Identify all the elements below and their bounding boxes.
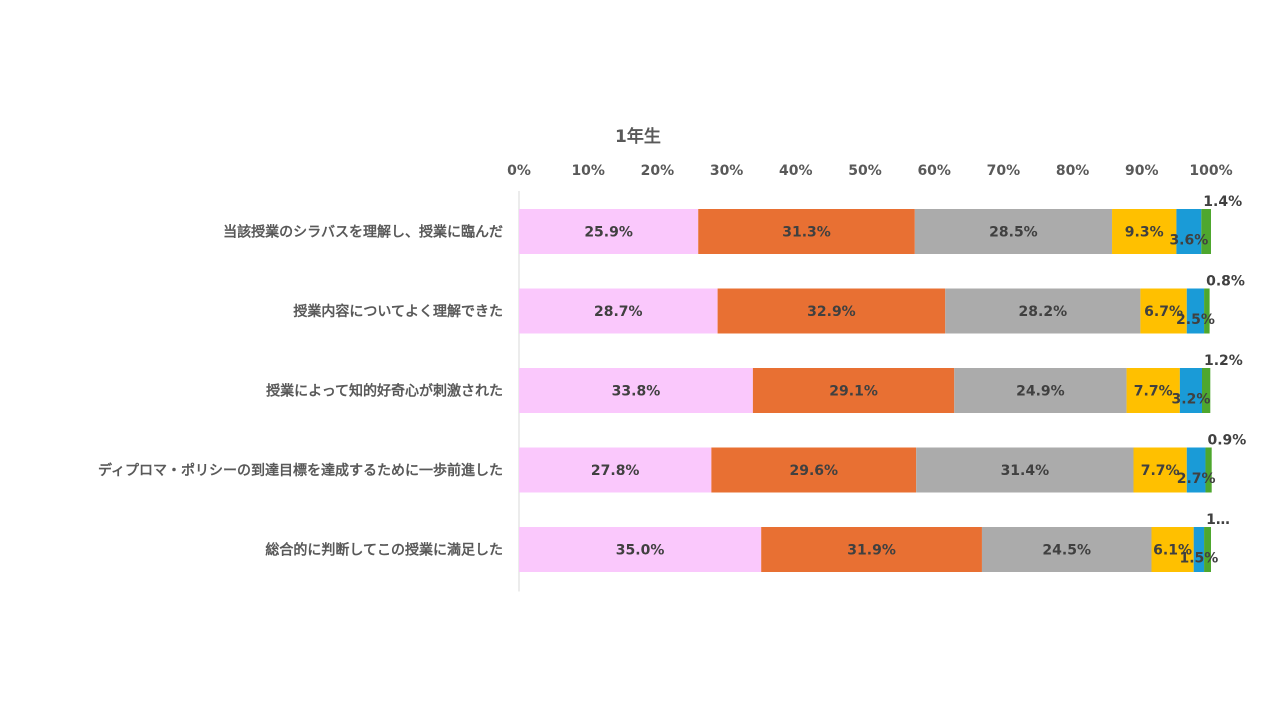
data-label: 0.9% — [1207, 433, 1246, 449]
data-label: 28.7% — [594, 304, 643, 320]
data-label: 31.9% — [847, 543, 896, 559]
bar-segment — [1151, 527, 1194, 572]
bar-segment — [1204, 527, 1211, 572]
data-label: 1… — [1206, 512, 1230, 528]
bar-segment — [519, 368, 753, 413]
data-label: 2.7% — [1177, 471, 1216, 487]
bar-segment — [1201, 209, 1211, 254]
bar-segment — [1126, 368, 1180, 413]
bar-segment — [711, 447, 917, 493]
x-tick-label: 0% — [507, 163, 531, 179]
data-label: 32.9% — [807, 304, 856, 320]
data-label: 3.2% — [1172, 392, 1211, 408]
bar-segment — [1140, 288, 1187, 334]
data-label: 24.5% — [1042, 543, 1091, 559]
data-label: 27.8% — [591, 463, 640, 479]
x-tick-label: 30% — [710, 163, 744, 179]
data-label: 1.5% — [1179, 551, 1218, 567]
category-label: ディプロマ・ポリシーの到達目標を達成するために一歩前進した — [98, 462, 503, 479]
bar-segment — [1204, 288, 1210, 334]
bar-segment — [945, 288, 1141, 334]
x-tick-label: 100% — [1189, 163, 1232, 179]
x-tick-label: 10% — [571, 163, 605, 179]
data-label: 31.3% — [782, 225, 831, 241]
bar-segment — [752, 368, 955, 413]
data-label: 31.4% — [1001, 463, 1050, 479]
bar-segment — [761, 527, 982, 572]
category-label: 授業内容についてよく理解できた — [293, 303, 503, 320]
data-label: 35.0% — [616, 543, 665, 559]
data-label: 29.6% — [790, 463, 839, 479]
x-tick-label: 80% — [1056, 163, 1090, 179]
data-label: 7.7% — [1134, 384, 1173, 400]
bar-segment — [1112, 209, 1177, 254]
bar-segment — [519, 209, 699, 254]
data-label: 2.5% — [1176, 312, 1215, 328]
bar-segment — [1133, 447, 1187, 493]
bar-segment — [954, 368, 1127, 413]
bar-segment — [519, 447, 712, 493]
bar-segments — [519, 209, 1212, 572]
bar-segment — [916, 447, 1134, 493]
bar-segment — [519, 288, 718, 334]
category-label: 総合的に判断してこの授業に満足した — [265, 542, 503, 559]
data-label: 1.2% — [1204, 353, 1243, 369]
bar-segment — [1176, 209, 1202, 254]
data-label: 6.7% — [1144, 304, 1183, 320]
x-axis-ticks: 0% 10% 20% 30% 40% 50% 60% 70% 80% 90% 100% — [507, 163, 1233, 179]
data-label: 25.9% — [584, 225, 633, 241]
data-label: 33.8% — [612, 384, 661, 400]
bar-segment — [698, 209, 915, 254]
bar-segment — [1186, 447, 1206, 493]
bar-segment — [1186, 288, 1205, 334]
category-labels: 当該授業のシラバスを理解し、授業に臨んだ授業内容についてよく理解できた授業によっ… — [98, 224, 503, 559]
bar-segment — [1193, 527, 1205, 572]
data-label: 0.8% — [1206, 274, 1245, 290]
data-label: 29.1% — [829, 384, 878, 400]
bar-segment — [1179, 368, 1203, 413]
data-label: 1.4% — [1203, 194, 1242, 210]
chart-title: 1年生 — [615, 126, 661, 147]
x-tick-label: 90% — [1125, 163, 1159, 179]
x-tick-label: 20% — [641, 163, 675, 179]
data-label: 6.1% — [1153, 543, 1192, 559]
data-label: 28.2% — [1019, 304, 1068, 320]
data-label: 24.9% — [1016, 384, 1065, 400]
x-tick-label: 60% — [917, 163, 951, 179]
x-tick-label: 50% — [848, 163, 882, 179]
bar-segment — [1205, 447, 1212, 493]
x-tick-label: 40% — [779, 163, 813, 179]
x-tick-label: 70% — [987, 163, 1021, 179]
data-label: 28.5% — [989, 225, 1038, 241]
category-label: 授業によって知的好奇心が刺激された — [266, 383, 503, 400]
data-label: 3.6% — [1169, 233, 1208, 249]
data-labels: 25.9% 31.3% 28.5% 9.3% 3.6% 1.4% 28.7% 32.9% 28.… — [584, 194, 1246, 567]
bar-segment — [1202, 368, 1211, 413]
data-label: 9.3% — [1125, 225, 1164, 241]
data-label: 7.7% — [1141, 463, 1180, 479]
bar-segment — [717, 288, 946, 334]
category-label: 当該授業のシラバスを理解し、授業に臨んだ — [223, 224, 503, 241]
bar-segment — [914, 209, 1113, 254]
bar-segment — [981, 527, 1152, 572]
bar-segment — [519, 527, 762, 572]
